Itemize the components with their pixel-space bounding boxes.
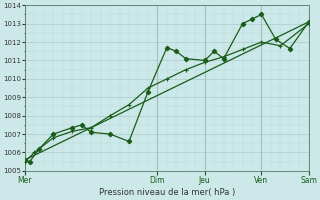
X-axis label: Pression niveau de la mer( hPa ): Pression niveau de la mer( hPa )	[99, 188, 235, 197]
